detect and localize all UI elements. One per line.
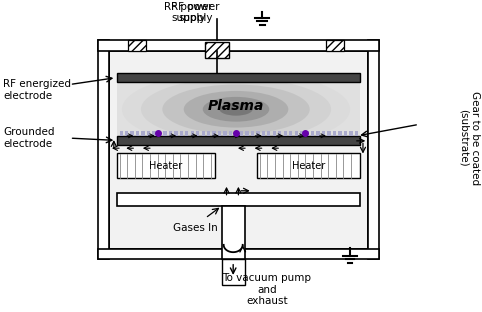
Bar [316, 131, 320, 136]
Text: RF power
supply: RF power supply [164, 2, 213, 23]
Bar [222, 260, 244, 285]
Ellipse shape [162, 85, 310, 134]
Bar [289, 131, 293, 136]
Bar [98, 40, 108, 260]
Bar [125, 131, 128, 136]
Bar [278, 131, 281, 136]
Bar [131, 131, 134, 136]
Bar [326, 40, 344, 51]
Bar [234, 131, 238, 136]
Bar [218, 131, 221, 136]
Ellipse shape [203, 97, 269, 122]
Bar [158, 131, 161, 136]
Bar [169, 131, 172, 136]
Bar [224, 131, 227, 136]
Bar [213, 131, 216, 136]
Bar [152, 131, 156, 136]
Bar [136, 131, 139, 136]
Text: Plasma: Plasma [208, 99, 264, 113]
Bar [306, 131, 309, 136]
Bar [327, 131, 331, 136]
Text: Heater: Heater [149, 161, 182, 171]
Bar [98, 249, 379, 260]
Bar [300, 131, 303, 136]
Bar [128, 40, 146, 51]
Bar [338, 131, 342, 136]
Ellipse shape [141, 78, 331, 140]
Bar [283, 131, 287, 136]
Bar [349, 131, 352, 136]
Bar [196, 131, 200, 136]
Bar [322, 131, 325, 136]
Bar [240, 131, 243, 136]
Bar [201, 131, 205, 136]
Bar [174, 131, 177, 136]
Ellipse shape [184, 91, 288, 128]
Bar [245, 131, 249, 136]
Text: To vacuum pump
and
exhaust: To vacuum pump and exhaust [222, 273, 311, 306]
Bar [163, 131, 167, 136]
Bar [229, 131, 232, 136]
Bar [117, 153, 214, 178]
Bar [185, 131, 188, 136]
Bar [141, 131, 145, 136]
Bar [368, 40, 379, 260]
Bar [117, 73, 360, 82]
Text: Heater: Heater [292, 161, 325, 171]
Bar [311, 131, 314, 136]
Bar [222, 206, 244, 260]
Text: Gear to be coated
(substrate): Gear to be coated (substrate) [458, 91, 480, 185]
Bar [207, 131, 210, 136]
Bar [147, 131, 150, 136]
Text: Grounded
electrode: Grounded electrode [3, 127, 54, 149]
Bar [273, 131, 276, 136]
Text: RF energized
electrode: RF energized electrode [3, 79, 71, 101]
Bar [344, 131, 347, 136]
Bar [295, 131, 298, 136]
Bar [190, 131, 194, 136]
Bar [257, 153, 360, 178]
Bar [267, 131, 270, 136]
Bar [333, 131, 336, 136]
Ellipse shape [122, 72, 350, 147]
Text: RF power
supply: RF power supply [172, 2, 220, 23]
Bar [117, 193, 360, 206]
Bar [355, 131, 358, 136]
Bar [205, 42, 229, 58]
Text: Gases In: Gases In [173, 223, 218, 233]
Bar [98, 40, 379, 51]
Bar [117, 136, 360, 145]
Bar [262, 131, 265, 136]
Bar [256, 131, 260, 136]
Bar [108, 51, 368, 249]
Ellipse shape [219, 103, 253, 116]
Bar [120, 131, 123, 136]
Bar [180, 131, 183, 136]
Bar [117, 82, 360, 136]
Bar [251, 131, 254, 136]
